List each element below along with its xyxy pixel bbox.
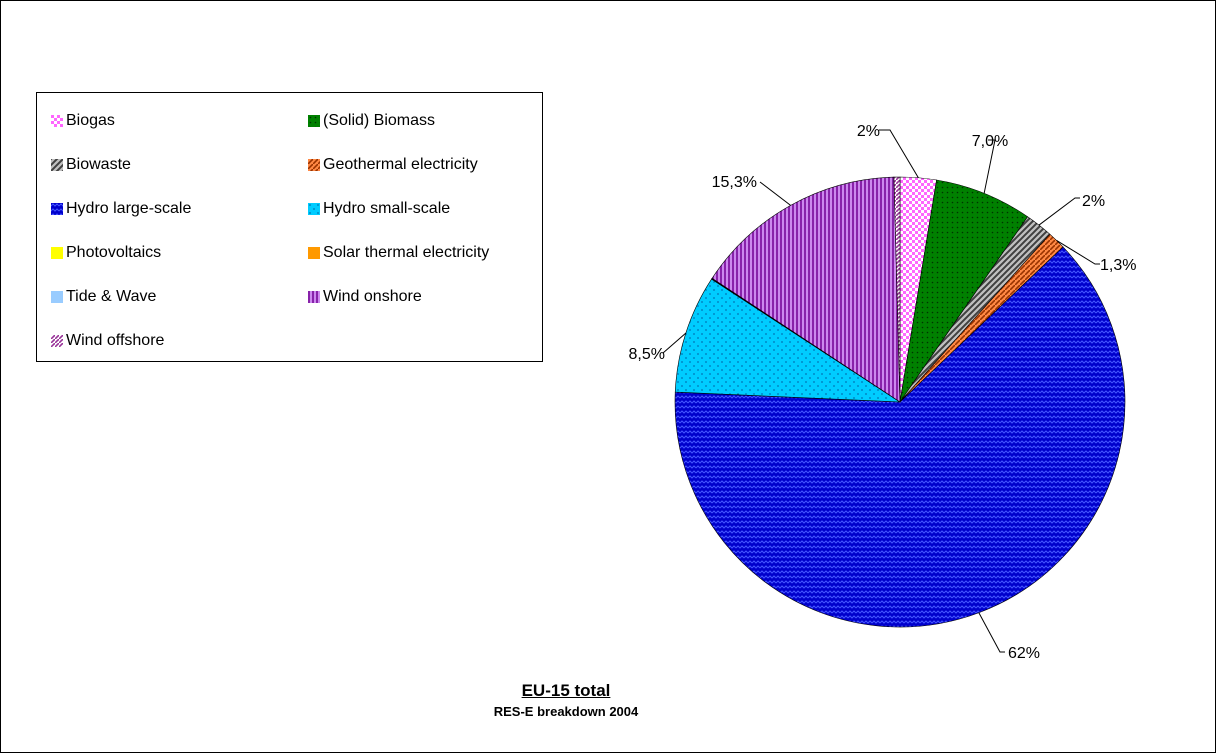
legend-swatch xyxy=(308,115,320,127)
legend-swatch xyxy=(308,291,320,303)
legend-item-photovoltaics: Photovoltaics xyxy=(51,243,161,263)
legend-item-biogas: Biogas xyxy=(51,111,115,131)
legend-swatch xyxy=(51,159,63,171)
legend-swatch xyxy=(51,291,63,303)
legend: Biogas (Solid) Biomass Biowaste Geothermal … xyxy=(36,92,543,362)
legend-label: Hydro small-scale xyxy=(323,200,451,217)
data-label-wind-onshore: 15,3% xyxy=(712,174,757,191)
data-label-biogas: 2% xyxy=(857,123,880,140)
leader-line-hydro-large-scale xyxy=(978,612,1005,653)
legend-label: (Solid) Biomass xyxy=(323,112,436,129)
legend-label: Biowaste xyxy=(66,156,131,173)
pie-slice-wind-onshore xyxy=(711,176,901,403)
data-label-biowaste: 2% xyxy=(1082,193,1105,210)
legend-label: Wind onshore xyxy=(323,288,422,305)
legend-label: Tide & Wave xyxy=(66,288,157,305)
legend-item-solar-thermal-electricity: Solar thermal electricity xyxy=(308,243,489,263)
data-label-hydro-small-scale: 8,5% xyxy=(629,346,665,363)
legend-swatch xyxy=(51,203,63,215)
legend-swatch xyxy=(51,247,63,259)
legend-swatch xyxy=(51,335,63,347)
legend-item-tide-wave: Tide & Wave xyxy=(51,287,156,307)
leader-line-wind-onshore xyxy=(759,181,791,206)
legend-item-solid-biomass: (Solid) Biomass xyxy=(308,111,435,131)
pie-slice-hydro-large-scale xyxy=(674,246,1126,628)
legend-swatch xyxy=(308,203,320,215)
legend-item-wind-onshore: Wind onshore xyxy=(308,287,422,307)
leader-line-geothermal-electricity xyxy=(1056,239,1100,265)
pie-slice-hydro-small-scale xyxy=(674,278,902,403)
chart-subtitle: RES-E breakdown 2004 xyxy=(493,704,639,719)
data-label-hydro-large-scale: 62% xyxy=(1008,645,1040,662)
legend-label: Hydro large-scale xyxy=(66,200,192,217)
pie-slice-wind-offshore xyxy=(893,176,901,403)
legend-label: Biogas xyxy=(66,112,115,129)
leader-line-biowaste xyxy=(1038,197,1080,226)
legend-swatch xyxy=(51,115,63,127)
legend-label: Solar thermal electricity xyxy=(323,244,490,261)
chart-title: EU-15 total xyxy=(521,681,611,700)
legend-label: Geothermal electricity xyxy=(323,156,478,173)
leader-line-solid-biomass xyxy=(983,139,996,194)
data-label-geothermal-electricity: 1,3% xyxy=(1100,257,1136,274)
legend-item-wind-offshore: Wind offshore xyxy=(51,331,164,351)
legend-item-biowaste: Biowaste xyxy=(51,155,131,175)
legend-label: Wind offshore xyxy=(66,332,165,349)
legend-swatch xyxy=(308,247,320,259)
leader-line-biogas xyxy=(879,129,919,179)
legend-swatch xyxy=(308,159,320,171)
legend-item-hydro-small-scale: Hydro small-scale xyxy=(308,199,450,219)
legend-item-geothermal-electricity: Geothermal electricity xyxy=(308,155,478,175)
legend-item-hydro-large-scale: Hydro large-scale xyxy=(51,199,191,219)
leader-line-hydro-small-scale xyxy=(662,332,687,354)
data-label-solid-biomass: 7,0% xyxy=(972,133,1008,150)
legend-label: Photovoltaics xyxy=(66,244,162,261)
